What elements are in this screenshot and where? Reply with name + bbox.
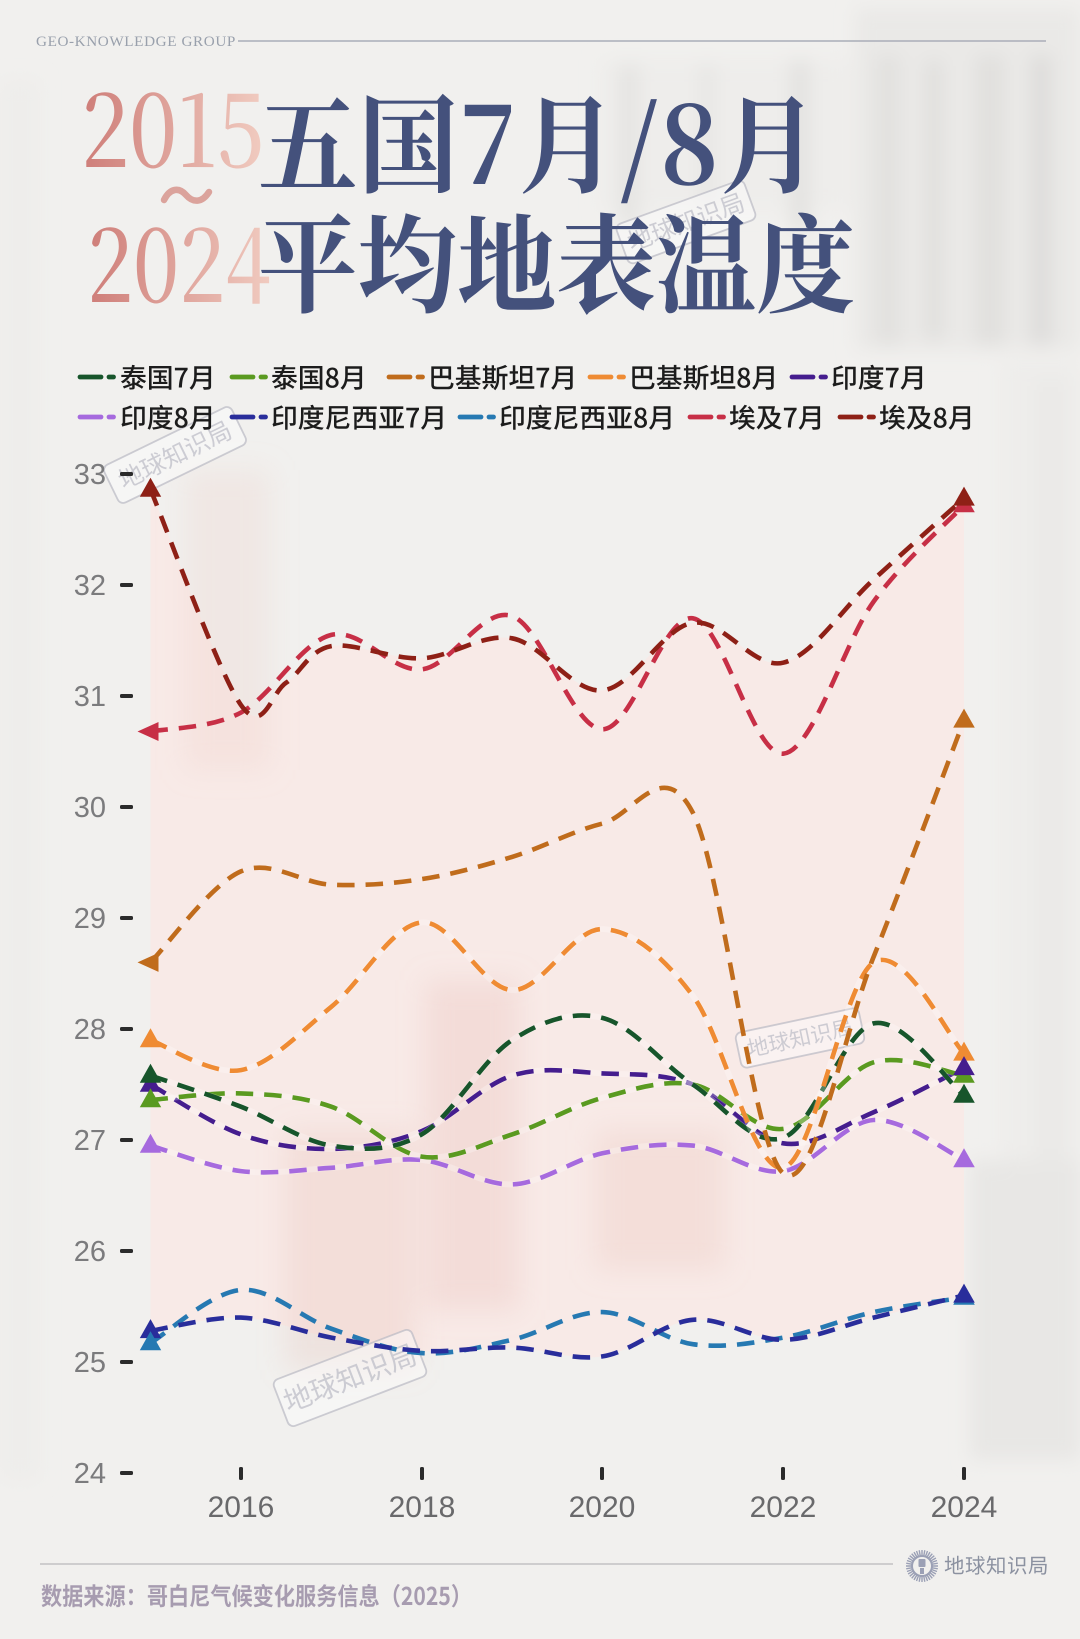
svg-text:2024: 2024 <box>931 1491 998 1524</box>
svg-text:GEO-KNOWLEDGE GROUP: GEO-KNOWLEDGE GROUP <box>36 33 236 50</box>
svg-text:33: 33 <box>74 459 106 491</box>
svg-text:24: 24 <box>74 1458 106 1490</box>
svg-text:2018: 2018 <box>389 1491 456 1524</box>
svg-text:26: 26 <box>74 1236 106 1268</box>
svg-text:27: 27 <box>74 1125 106 1157</box>
svg-text:29: 29 <box>74 903 106 935</box>
svg-text:2016: 2016 <box>208 1491 275 1524</box>
svg-text:25: 25 <box>74 1347 106 1379</box>
svg-text:30: 30 <box>74 792 106 824</box>
svg-text:28: 28 <box>74 1014 106 1046</box>
svg-text:32: 32 <box>74 570 106 602</box>
svg-text:31: 31 <box>74 681 106 713</box>
svg-text:2020: 2020 <box>569 1491 636 1524</box>
svg-text:2022: 2022 <box>750 1491 817 1524</box>
